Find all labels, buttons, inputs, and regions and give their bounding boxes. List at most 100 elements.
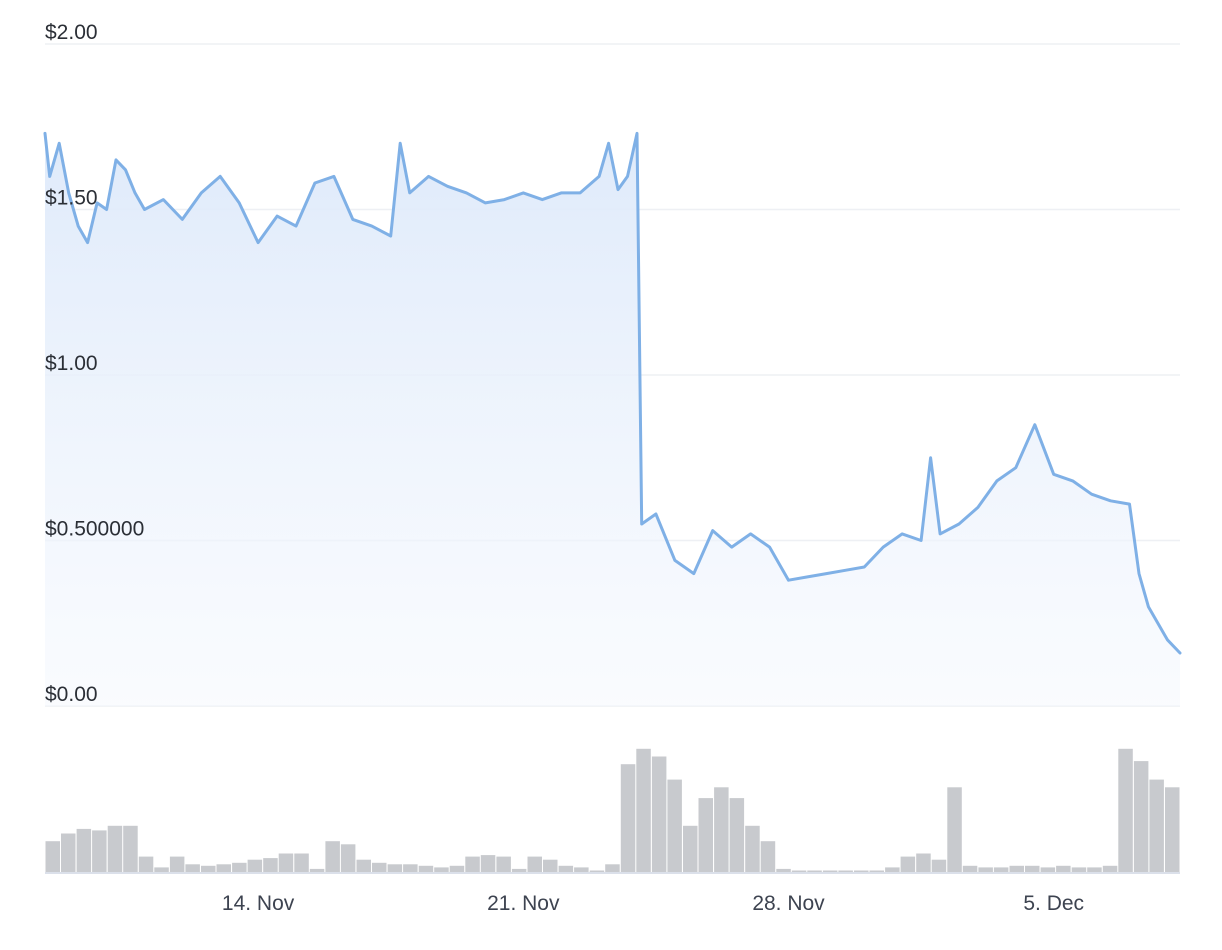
price-point: [939, 533, 941, 535]
price-point: [58, 142, 60, 145]
volume-bar: [543, 859, 558, 872]
volume-bar: [107, 825, 123, 872]
price-point: [825, 572, 828, 575]
y-tick-label: $1.50: [45, 187, 98, 210]
volume-bar: [1025, 865, 1040, 872]
volume-bar: [1040, 867, 1056, 872]
price-point: [352, 218, 354, 221]
volume-bar: [496, 856, 511, 872]
price-point: [105, 208, 108, 211]
price-point: [768, 546, 771, 548]
volume-bar: [776, 868, 791, 872]
y-tick-label: $1.00: [45, 352, 98, 375]
price-point: [617, 188, 619, 191]
volume-bar: [247, 859, 263, 872]
volume-bar: [527, 856, 542, 872]
price-point: [427, 175, 430, 178]
volume-bar: [201, 865, 216, 872]
price-point: [143, 208, 146, 211]
y-tick-label: $0.00: [45, 683, 98, 706]
x-tick-label: 5. Dec: [1023, 892, 1084, 915]
volume-bar: [1133, 761, 1149, 872]
price-point: [1166, 639, 1169, 641]
volume-bar: [651, 756, 667, 872]
price-point: [1090, 493, 1093, 496]
price-point: [640, 523, 643, 525]
volume-bar: [1149, 779, 1164, 872]
price-point: [238, 202, 240, 204]
price-point: [787, 579, 790, 581]
y-tick-label: $2.00: [45, 21, 98, 44]
price-point: [1015, 466, 1017, 469]
price-point: [541, 198, 544, 201]
volume-bar: [714, 787, 729, 872]
price-point: [389, 235, 392, 237]
price-point: [901, 533, 903, 535]
price-points: [44, 132, 1181, 654]
price-point: [181, 218, 184, 221]
volume-bar: [1102, 865, 1118, 872]
price-point: [749, 533, 752, 535]
volume-bar: [729, 798, 745, 872]
price-point: [86, 241, 89, 244]
volume-bar: [698, 798, 713, 872]
volume-bar: [745, 825, 760, 872]
volume-bar: [885, 867, 900, 872]
volume-bar: [309, 868, 325, 872]
y-axis-labels: $0.00 $0.500000 $1.00 $1.50 $2.00: [45, 21, 144, 706]
price-point: [674, 559, 676, 562]
price-point: [1147, 605, 1150, 608]
volume-bar: [993, 867, 1009, 872]
price-point: [276, 215, 278, 217]
price-point: [1138, 572, 1140, 575]
x-tick-label: 28. Nov: [752, 892, 825, 915]
volume-bar: [232, 862, 247, 872]
price-point: [977, 506, 979, 509]
price-point: [295, 225, 297, 227]
volume-bar: [449, 865, 465, 872]
price-point: [920, 539, 922, 542]
volume-bar: [1071, 867, 1087, 872]
x-axis-labels: 14. Nov 21. Nov 28. Nov 5. Dec: [222, 892, 1084, 915]
price-point: [503, 198, 506, 201]
volume-bar: [574, 867, 589, 872]
volume-bar: [325, 841, 340, 872]
volume-bar: [791, 870, 807, 872]
volume-bar: [278, 853, 294, 872]
y-tick-label: $0.500000: [45, 518, 144, 541]
price-point: [399, 142, 402, 145]
volume-bar: [962, 865, 978, 872]
volume-bar: [418, 865, 434, 872]
price-point: [579, 192, 581, 194]
price-point: [863, 566, 866, 568]
volume-bar: [900, 856, 916, 872]
price-point: [655, 513, 657, 515]
volume-bar: [854, 870, 869, 872]
volume-bar: [947, 787, 962, 872]
volume-bar: [123, 825, 138, 872]
price-point: [693, 572, 695, 575]
price-point: [77, 225, 79, 227]
price-point: [44, 132, 46, 135]
price-point: [806, 576, 809, 578]
price-point: [522, 192, 525, 194]
volume-bar: [807, 870, 822, 872]
volume-bar: [605, 864, 620, 872]
volume-bar: [356, 859, 371, 872]
volume-bar: [511, 868, 527, 872]
volume-bar: [1087, 867, 1102, 872]
price-point: [314, 182, 316, 184]
x-tick-label: 14. Nov: [222, 892, 295, 915]
volume-bar: [45, 841, 60, 872]
volume-bar: [620, 764, 636, 872]
price-point: [48, 175, 51, 178]
x-tick-label: 21. Nov: [487, 892, 560, 915]
price-point: [730, 546, 733, 548]
volume-bar: [636, 748, 651, 872]
price-point: [636, 132, 638, 135]
volume-bar: [931, 859, 947, 872]
price-point: [162, 198, 165, 201]
price-point: [607, 142, 610, 145]
price-point: [1052, 473, 1055, 476]
